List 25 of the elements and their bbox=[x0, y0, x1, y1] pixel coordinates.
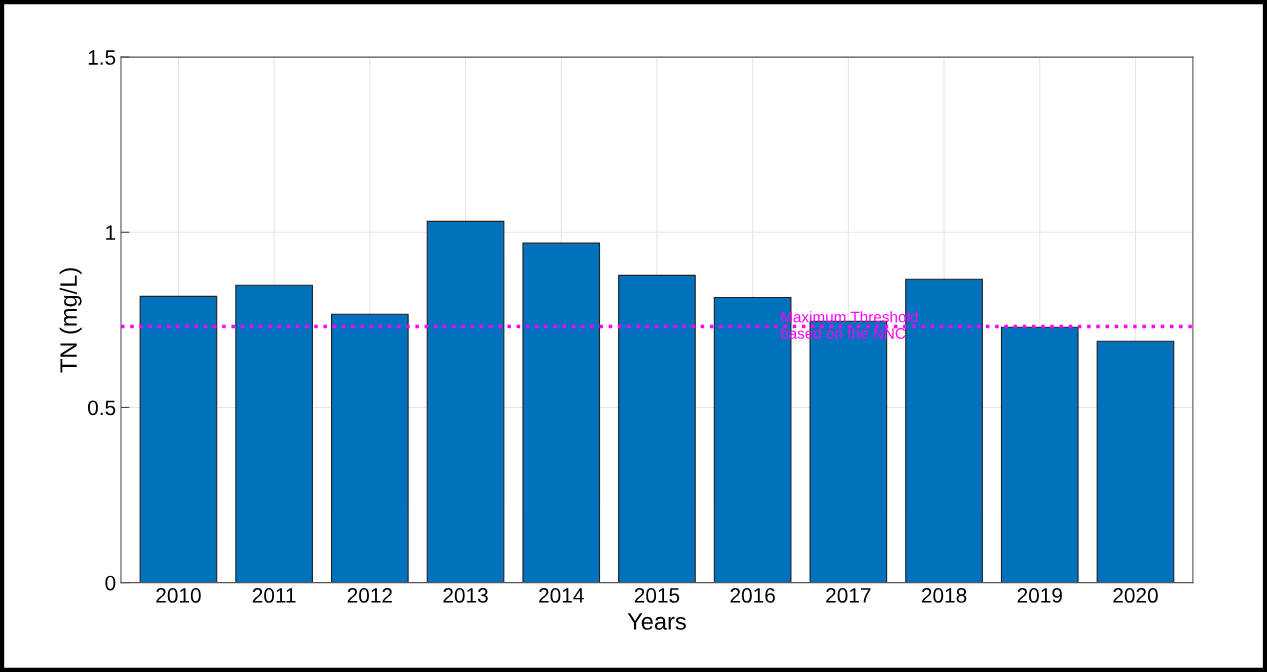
y-tick-label: 1.5 bbox=[88, 50, 116, 65]
bar bbox=[618, 274, 696, 583]
x-tick-label: 2012 bbox=[347, 588, 392, 603]
bar bbox=[139, 295, 218, 583]
x-tick-label: 2010 bbox=[156, 588, 201, 603]
x-tick-label: 2011 bbox=[252, 588, 296, 603]
x-tick-label: 2015 bbox=[634, 588, 680, 603]
bar bbox=[522, 242, 601, 583]
x-tick-label: 2018 bbox=[921, 588, 967, 603]
x-tick-label: 2017 bbox=[826, 588, 871, 603]
x-tick-label: 2014 bbox=[539, 588, 584, 603]
y-tick-label: 0 bbox=[105, 575, 116, 591]
y-tick-label: 0.5 bbox=[87, 400, 116, 416]
x-tick-label: 2019 bbox=[1017, 588, 1062, 603]
y-axis-title: TN (mg/L) bbox=[59, 268, 82, 373]
bar bbox=[330, 313, 409, 583]
bar bbox=[1096, 340, 1175, 583]
bar bbox=[1000, 326, 1079, 583]
x-tick-label: 2016 bbox=[730, 588, 775, 603]
x-tick-label: 2013 bbox=[443, 588, 488, 603]
x-axis-title: Years bbox=[627, 613, 686, 630]
bar bbox=[426, 220, 505, 583]
bar bbox=[235, 284, 313, 583]
x-tick-label: 2020 bbox=[1113, 588, 1158, 603]
y-tick-label: 1 bbox=[106, 225, 116, 240]
